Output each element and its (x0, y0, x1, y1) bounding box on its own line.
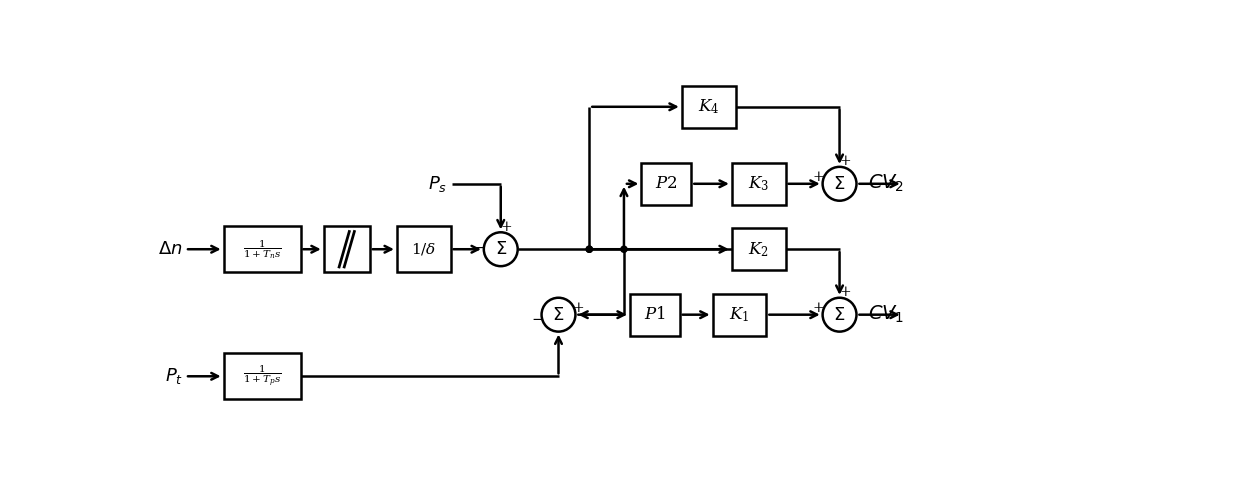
Bar (732, 162, 786, 205)
Text: $CV_1$: $CV_1$ (868, 304, 904, 325)
Text: $CV_2$: $CV_2$ (868, 173, 904, 194)
Text: $\Sigma$: $\Sigma$ (495, 240, 507, 258)
Text: $\dfrac{1}{1+T_p s}$: $\dfrac{1}{1+T_p s}$ (243, 364, 281, 389)
Circle shape (822, 298, 857, 332)
Circle shape (484, 232, 517, 266)
Bar (397, 226, 450, 273)
Circle shape (587, 246, 593, 252)
Text: $K_1$: $K_1$ (729, 306, 750, 324)
Text: $K_4$: $K_4$ (698, 97, 719, 116)
Text: $P_s$: $P_s$ (428, 174, 446, 194)
Bar (732, 228, 786, 271)
Text: $-$: $-$ (531, 311, 544, 325)
Text: +: + (813, 301, 825, 315)
Bar (682, 86, 735, 128)
Text: +: + (573, 301, 584, 315)
Bar (713, 294, 766, 336)
Circle shape (822, 167, 857, 201)
Bar (630, 294, 680, 336)
Text: $P_t$: $P_t$ (165, 366, 182, 386)
Text: $\Sigma$: $\Sigma$ (552, 306, 564, 324)
Text: +: + (839, 154, 851, 168)
Circle shape (621, 246, 627, 252)
Text: $K_3$: $K_3$ (748, 175, 769, 193)
Text: $K_2$: $K_2$ (748, 240, 769, 259)
Bar (641, 162, 692, 205)
Bar (223, 226, 300, 273)
Text: $P2$: $P2$ (655, 175, 677, 192)
Circle shape (542, 298, 575, 332)
Text: $-$: $-$ (474, 240, 485, 254)
Text: $1/\delta$: $1/\delta$ (412, 241, 436, 257)
Text: $\Sigma$: $\Sigma$ (833, 306, 846, 324)
Circle shape (587, 246, 593, 252)
Text: $\dfrac{1}{1+T_n s}$: $\dfrac{1}{1+T_n s}$ (243, 238, 281, 261)
Text: +: + (839, 284, 851, 299)
Text: $P1$: $P1$ (644, 306, 666, 323)
Text: +: + (500, 220, 512, 234)
Text: +: + (813, 170, 825, 184)
Bar (324, 226, 370, 273)
Bar (223, 353, 300, 400)
Text: $\Sigma$: $\Sigma$ (833, 175, 846, 193)
Text: $\Delta n$: $\Delta n$ (159, 240, 182, 258)
